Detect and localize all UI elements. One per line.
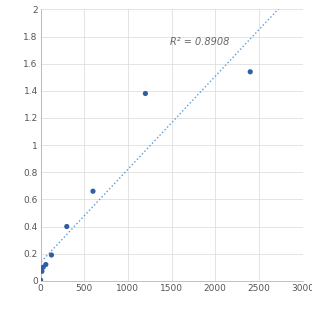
Point — [64, 224, 69, 229]
Point — [90, 189, 95, 194]
Point — [41, 265, 46, 270]
Point — [39, 269, 44, 274]
Point — [49, 252, 54, 257]
Text: R² = 0.8908: R² = 0.8908 — [170, 37, 229, 47]
Point — [143, 91, 148, 96]
Point — [43, 262, 48, 267]
Point — [38, 278, 43, 283]
Point — [248, 69, 253, 74]
